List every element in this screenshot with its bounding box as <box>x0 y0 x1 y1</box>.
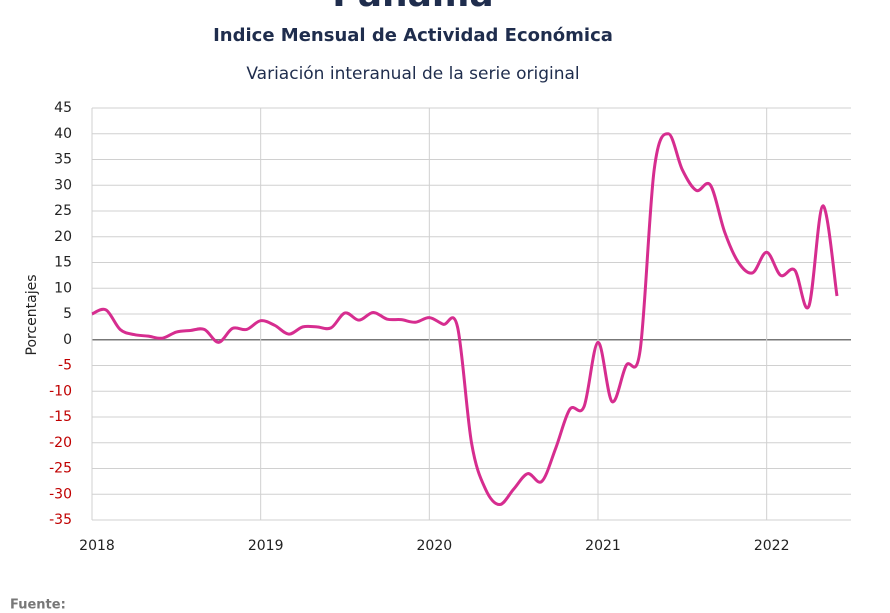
y-tick-label: -30 <box>49 486 72 502</box>
y-tick-label: 15 <box>54 255 72 271</box>
x-tick-label: 2019 <box>248 538 284 554</box>
y-axis-label: Porcentajes <box>24 274 40 355</box>
y-tick-label: 0 <box>63 332 72 348</box>
chart-subtitle: Indice Mensual de Actividad Económica <box>213 25 613 46</box>
x-tick-label: 2022 <box>754 538 790 554</box>
line-series <box>91 132 839 507</box>
x-tick-label: 2018 <box>79 538 115 554</box>
y-tick-label: -20 <box>49 435 72 451</box>
y-tick-label: 35 <box>54 152 72 168</box>
y-tick-label: 5 <box>63 306 72 322</box>
y-tick-label: -15 <box>49 409 72 425</box>
chart-title: Panamá <box>332 0 493 15</box>
y-tick-label: 30 <box>54 177 72 193</box>
y-tick-label: -5 <box>58 358 72 374</box>
x-tick-label: 2020 <box>417 538 453 554</box>
y-tick-label: -10 <box>49 383 72 399</box>
y-tick-label: 25 <box>54 203 72 219</box>
y-tick-label: -25 <box>49 461 72 477</box>
y-tick-label: 10 <box>54 280 72 296</box>
y-tick-label: -35 <box>49 512 72 528</box>
y-tick-label: 45 <box>54 100 72 116</box>
x-tick-label: 2021 <box>585 538 621 554</box>
y-tick-label: 40 <box>54 126 72 142</box>
y-tick-label: 20 <box>54 229 72 245</box>
chart-subtitle-2: Variación interanual de la serie origina… <box>246 64 579 84</box>
source: Fuente: <box>10 598 66 613</box>
